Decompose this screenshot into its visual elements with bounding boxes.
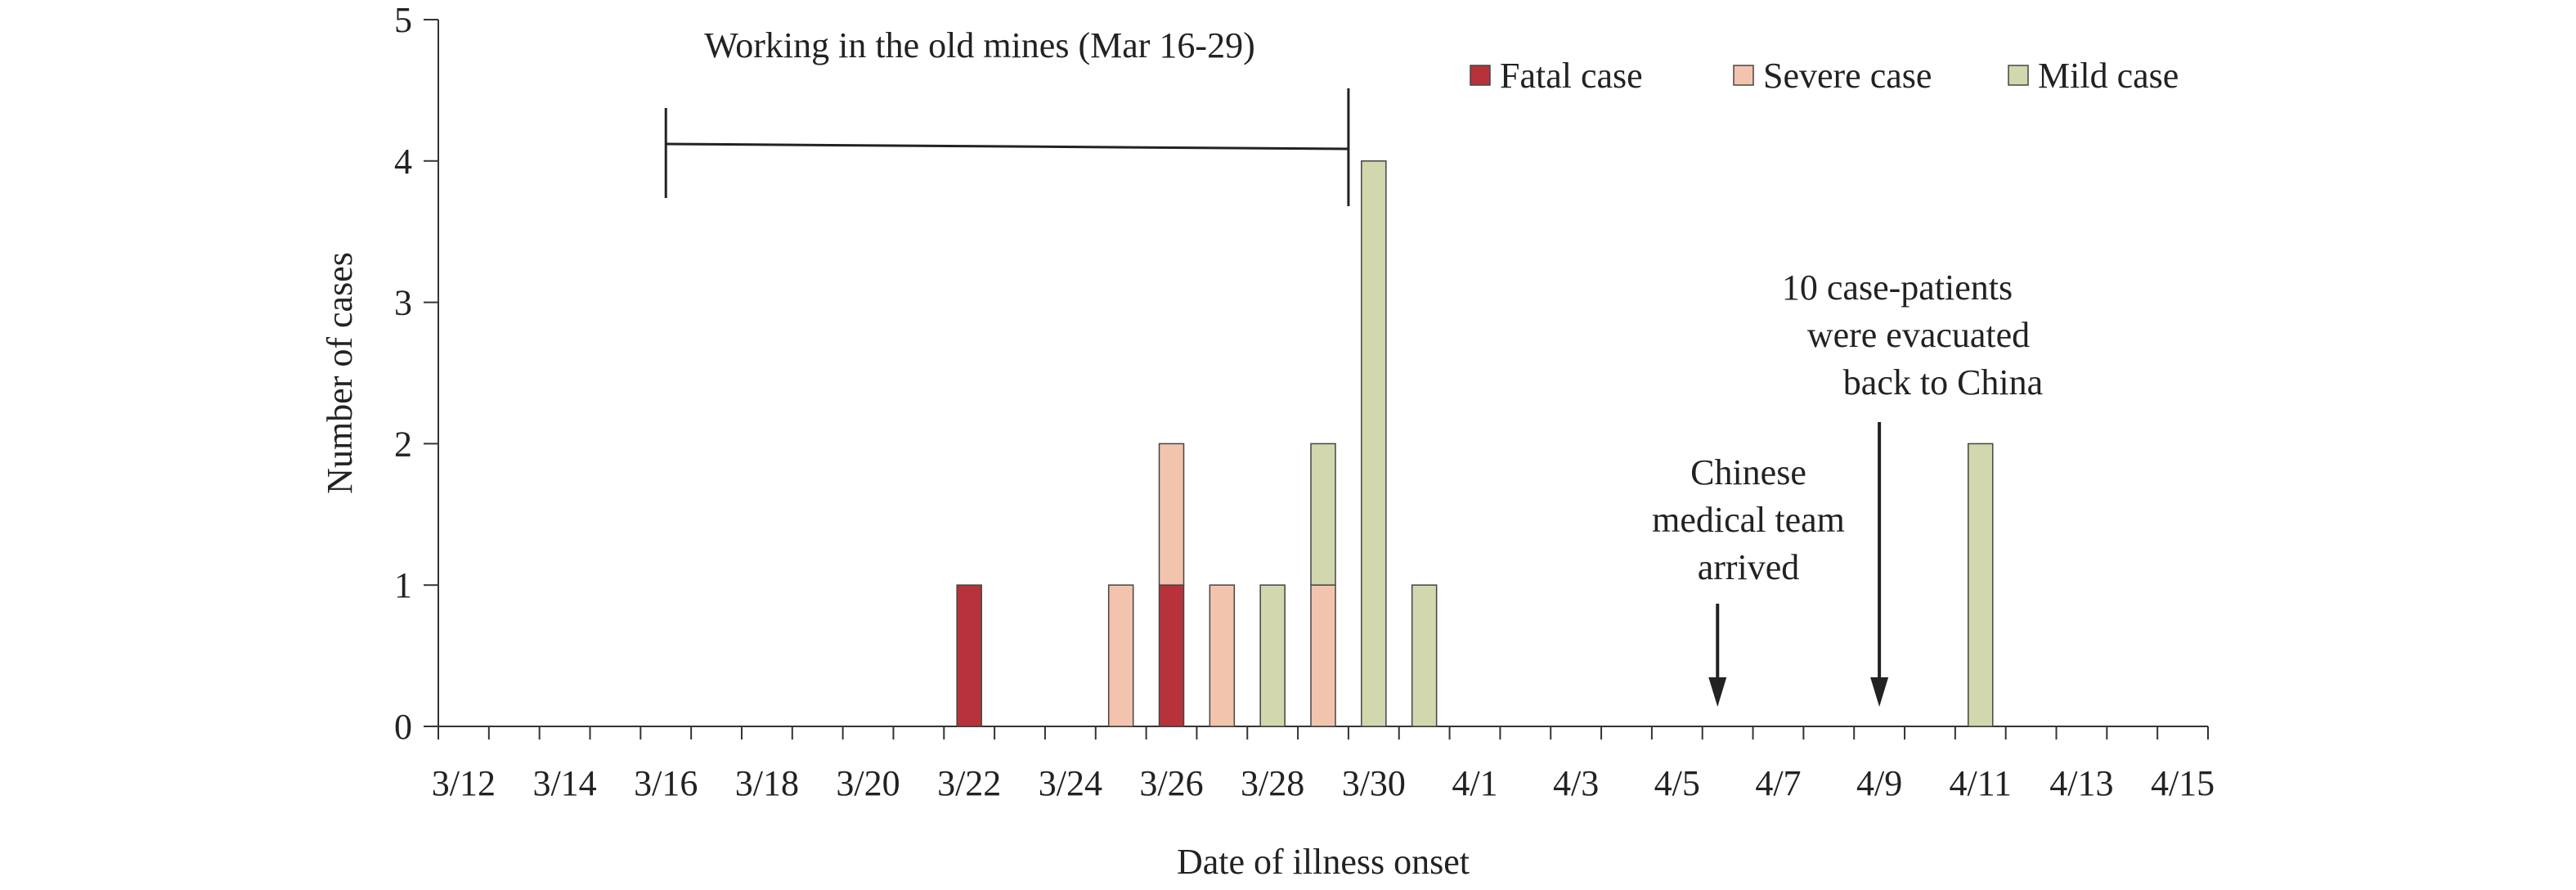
x-tick-label-3-20: 3/20 (836, 763, 900, 803)
mine-period-bracket-line (666, 142, 1349, 151)
legend-swatch-severe (1733, 65, 1754, 86)
bar-severe-3-29 (1310, 584, 1336, 727)
medical-team-label-line-3: arrived (1698, 547, 1800, 587)
y-tick-label-1: 1 (394, 565, 412, 605)
x-tick-label-3-28: 3/28 (1241, 763, 1304, 803)
x-tick-label-3-22: 3/22 (937, 763, 1001, 803)
medical-team-arrowhead (1708, 677, 1727, 707)
bar-severe-3-26 (1158, 443, 1185, 586)
x-tick-label-4-15: 4/15 (2151, 763, 2215, 803)
bar-fatal-3-22 (956, 584, 982, 727)
mine-period-annotation: Working in the old mines (Mar 16-29) (664, 25, 1350, 206)
bar-mild-3-28 (1259, 584, 1286, 727)
evacuation-label-line-2: were evacuated (1807, 315, 2030, 355)
y-tick-label-4: 4 (394, 142, 412, 182)
legend: Fatal case Severe case Mild case (1470, 56, 2179, 96)
mine-period-label: Working in the old mines (Mar 16-29) (704, 25, 1254, 65)
y-axis-ticks: 0 1 2 3 4 5 (394, 0, 438, 747)
x-tick-label-4-11: 4/11 (1949, 763, 2012, 803)
bar-mild-3-31 (1411, 584, 1438, 727)
x-tick-label-4-1: 4/1 (1452, 763, 1497, 803)
x-tick-label-4-13: 4/13 (2049, 763, 2113, 803)
medical-team-annotation: Chinese medical team arrived (1652, 452, 1845, 707)
x-axis-ticks: 3/12 3/14 3/16 3/18 3/20 3/22 3/24 3/26 3/28 3/30… (432, 726, 2215, 803)
x-axis-title: Date of illness onset (1177, 842, 1470, 882)
x-tick-label-3-16: 3/16 (634, 763, 698, 803)
bar-mild-4-11 (1968, 443, 1994, 727)
legend-label-mild: Mild case (2038, 56, 2179, 96)
medical-team-label-line-2: medical team (1652, 500, 1845, 540)
legend-label-fatal: Fatal case (1500, 56, 1643, 96)
x-tick-label-4-5: 4/5 (1654, 763, 1700, 803)
y-tick-label-5: 5 (394, 0, 412, 40)
medical-team-label-line-1: Chinese (1690, 452, 1806, 492)
bar-severe-3-27 (1209, 584, 1236, 727)
x-tick-label-3-26: 3/26 (1139, 763, 1203, 803)
legend-label-severe: Severe case (1763, 56, 1932, 96)
y-tick-label-0: 0 (394, 707, 412, 747)
x-tick-label-4-9: 4/9 (1856, 763, 1902, 803)
evacuation-label-line-1: 10 case-patients (1782, 267, 2013, 308)
bar-mild-3-29 (1310, 443, 1336, 586)
bar-fatal-3-26 (1158, 584, 1185, 727)
stacked-bars (956, 160, 1994, 727)
legend-swatch-fatal (1470, 65, 1491, 86)
x-tick-label-3-24: 3/24 (1039, 763, 1102, 803)
x-tick-label-3-18: 3/18 (735, 763, 799, 803)
bar-mild-3-30 (1361, 160, 1387, 727)
evacuation-label-line-3: back to China (1843, 362, 2043, 402)
y-tick-label-2: 2 (394, 424, 412, 464)
legend-swatch-mild (2008, 65, 2029, 86)
evacuation-arrowhead (1870, 677, 1889, 707)
x-tick-label-3-14: 3/14 (532, 763, 596, 803)
y-axis-title: Number of cases (320, 252, 360, 494)
x-tick-label-3-30: 3/30 (1342, 763, 1406, 803)
evacuation-annotation: 10 case-patients were evacuated back to … (1782, 267, 2043, 707)
bar-severe-3-25 (1107, 584, 1134, 727)
x-tick-label-4-3: 4/3 (1553, 763, 1599, 803)
x-tick-label-3-12: 3/12 (432, 763, 496, 803)
x-tick-label-4-7: 4/7 (1755, 763, 1801, 803)
y-tick-label-3: 3 (394, 283, 412, 323)
